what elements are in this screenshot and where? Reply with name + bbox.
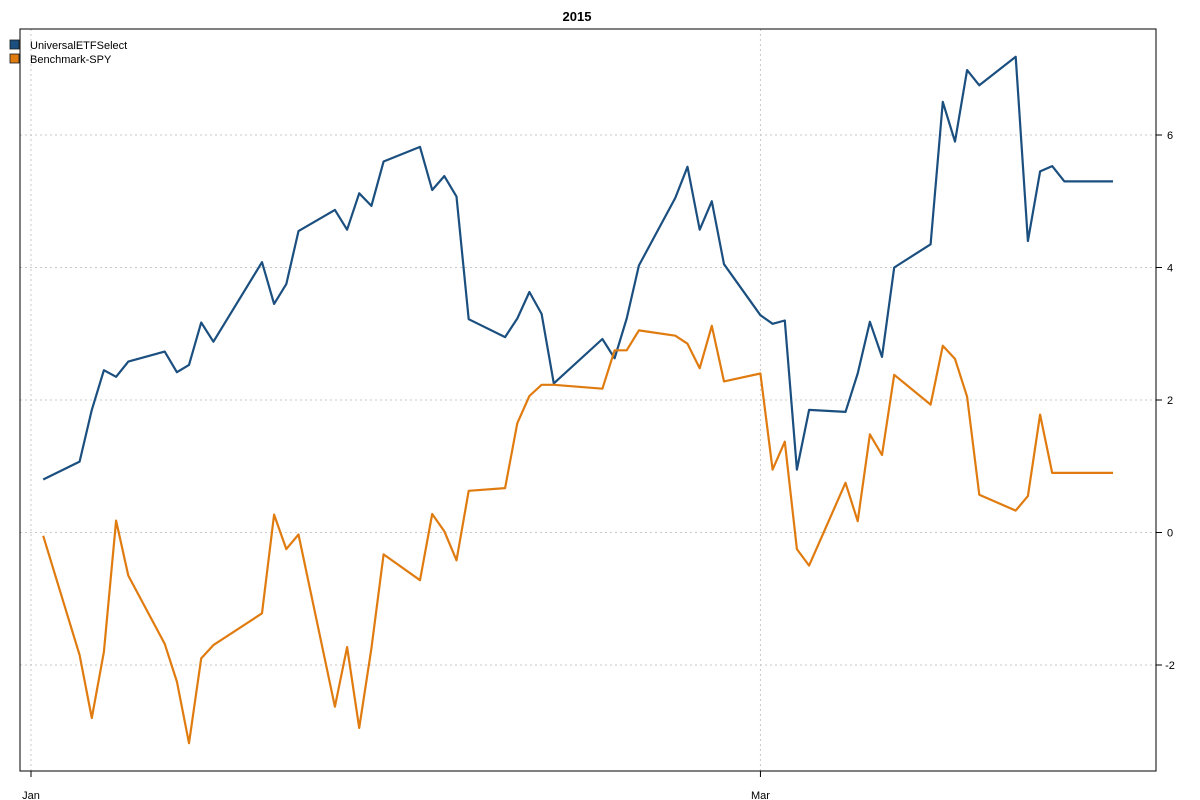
y-tick-label: 2 bbox=[1167, 395, 1173, 407]
series-line-benchmark-spy bbox=[42, 324, 1113, 745]
y-tick-label: -2 bbox=[1165, 660, 1175, 672]
x-tick-label: Mar bbox=[751, 790, 770, 800]
series-line-universaletfselect bbox=[42, 55, 1113, 481]
y-tick-label: 4 bbox=[1167, 263, 1173, 275]
axis-layer: -2 0 2 4 6 Jan Mar bbox=[22, 130, 1175, 800]
chart-title: 2015 bbox=[563, 9, 592, 24]
legend: UniversalETFSelect Benchmark-SPY bbox=[9, 39, 127, 66]
x-tick-label: Jan bbox=[22, 790, 40, 800]
y-tick-label: 6 bbox=[1167, 130, 1173, 142]
legend-swatch bbox=[9, 53, 20, 64]
legend-swatch bbox=[9, 39, 20, 50]
legend-label: UniversalETFSelect bbox=[30, 40, 127, 52]
grid-layer bbox=[20, 29, 1156, 771]
legend-label: Benchmark-SPY bbox=[30, 54, 112, 66]
series-layer bbox=[42, 55, 1113, 745]
y-tick-label: 0 bbox=[1167, 528, 1173, 540]
